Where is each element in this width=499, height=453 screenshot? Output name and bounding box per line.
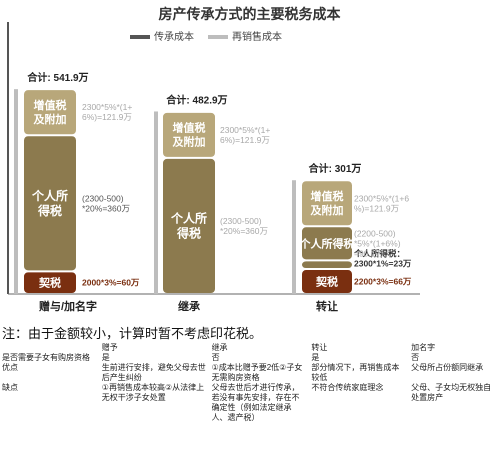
segment-annotation: 2200*3%=66万 bbox=[354, 277, 412, 287]
table-cell: 父母、子女均无权独自处置房产 bbox=[411, 383, 492, 402]
footnote: 注：由于金额较小，计算时暂不考虑印花税。 bbox=[2, 326, 263, 341]
segment-label: 得税 bbox=[37, 203, 62, 218]
bar-segment bbox=[302, 270, 352, 293]
bar-segment bbox=[163, 158, 215, 293]
table-cell: 否 bbox=[411, 353, 420, 362]
segment-annotation: 6%)=121.9万 bbox=[82, 112, 132, 122]
table-cell: 转让 bbox=[311, 343, 328, 352]
segment-annotation: (2200-500) bbox=[354, 228, 396, 238]
legend-label-resale: 再销售成本 bbox=[232, 32, 282, 43]
resale-cost-bar bbox=[154, 111, 158, 294]
segment-label: 及附加 bbox=[173, 135, 206, 149]
legend-swatch-inherit bbox=[130, 35, 150, 40]
table-row: 缺点 ①再销售成本较高②从法律上无权干涉子女处置 父母去世后才进行传承，若没有事先安… bbox=[0, 383, 499, 423]
table-row: 是否需要子女有购房资格 是 否 是 否 bbox=[0, 353, 499, 363]
segment-annotation: 2300*5%*(1+ bbox=[220, 125, 270, 135]
segment-annotation: 2300*5%*(1+ bbox=[82, 102, 132, 112]
segment-annotation: 2300*1%=23万 bbox=[354, 259, 412, 269]
table-header-row: 赠予 继承 转让 加名字 bbox=[0, 343, 499, 353]
chart-legend: 传承成本 再销售成本 bbox=[130, 28, 282, 43]
total-label: 合计: 301万 bbox=[308, 162, 362, 175]
segment-label: 增值税 bbox=[34, 98, 67, 112]
segment-label: 契税 bbox=[38, 276, 61, 290]
bar-segment bbox=[24, 90, 76, 135]
bar-segment bbox=[24, 136, 76, 271]
resale-cost-bar bbox=[292, 180, 296, 294]
table-cell: ①再销售成本较高②从法律上无权干涉子女处置 bbox=[101, 383, 205, 402]
table-cell: 赠予 bbox=[101, 343, 118, 352]
table-cell: 是 bbox=[101, 353, 110, 362]
chart-title: 房产传承方式的主要税务成本 bbox=[158, 6, 341, 22]
bar-segment bbox=[24, 272, 76, 293]
legend-label-inherit: 传承成本 bbox=[154, 32, 194, 43]
category-label: 赠与/加名字 bbox=[39, 299, 97, 313]
table-cell: 优点 bbox=[2, 363, 18, 372]
category-label: 转让 bbox=[316, 299, 338, 313]
bar-segment bbox=[302, 181, 352, 226]
segment-annotation: *20%=360万 bbox=[82, 203, 130, 213]
table-cell: 是否需要子女有购房资格 bbox=[2, 353, 90, 362]
bar-segment bbox=[163, 112, 215, 157]
segment-annotation: %)=121.9万 bbox=[354, 203, 399, 213]
segment-annotation: 个人所得税： bbox=[353, 249, 405, 259]
segment-annotation: 6%)=121.9万 bbox=[220, 135, 270, 145]
legend-item-inherit: 传承成本 bbox=[130, 28, 194, 43]
segment-label: 及附加 bbox=[311, 203, 344, 217]
table-cell: 父母所占份额同继承 bbox=[411, 363, 484, 372]
category-label: 继承 bbox=[178, 299, 201, 313]
table-cell: 缺点 bbox=[2, 383, 18, 392]
table-cell: ①成本比赠予要2低②子女无需购房资格 bbox=[211, 363, 303, 382]
total-label: 合计: 541.9万 bbox=[26, 71, 88, 84]
segment-annotation: 2000*3%=60万 bbox=[82, 278, 140, 288]
segment-label: 个人所得税 bbox=[299, 236, 355, 250]
table-cell: 加名字 bbox=[411, 343, 436, 352]
comparison-table: 赠予 继承 转让 加名字是否需要子女有购房资格 是 否 是 否优点 生前进行安排，避免父母去世后… bbox=[0, 343, 499, 423]
bar-segment bbox=[302, 261, 352, 269]
table-cell: 继承 bbox=[211, 343, 228, 352]
table-cell: 部分情况下，再销售成本较低 bbox=[311, 363, 400, 382]
table-cell: 父母去世后才进行传承，若没有事先安排，存在不确定性（例如法定继承人、遗产税） bbox=[211, 383, 300, 422]
table-row: 优点 生前进行安排，避免父母去世后产生纠纷 ①成本比赠予要2低②子女无需购房资格 部分… bbox=[0, 363, 499, 383]
segment-annotation: *5%*(1+6%) bbox=[354, 238, 401, 248]
table-cell: 否 bbox=[211, 353, 220, 362]
resale-cost-bar bbox=[14, 89, 18, 294]
segment-label: 增值税 bbox=[311, 189, 344, 203]
table-cell: 是 bbox=[311, 353, 320, 362]
segment-label: 增值税 bbox=[173, 121, 206, 135]
segment-label: 契税 bbox=[315, 275, 338, 289]
segment-label: 得税 bbox=[176, 225, 201, 240]
segment-label: 及附加 bbox=[34, 112, 67, 126]
table-cell: 不符合传统家庭理念 bbox=[311, 383, 384, 392]
segment-annotation: (2300-500) bbox=[82, 193, 124, 203]
segment-annotation: =90.1万 bbox=[354, 248, 384, 258]
legend-swatch-resale bbox=[208, 35, 228, 40]
table-cell: 生前进行安排，避免父母去世后产生纠纷 bbox=[101, 363, 206, 382]
segment-annotation: 2300*5%*(1+6 bbox=[354, 193, 409, 203]
table-cell bbox=[0, 343, 100, 353]
bar-segment bbox=[302, 227, 352, 260]
segment-label: 个人所 bbox=[31, 188, 68, 203]
segment-annotation: (2300-500) bbox=[220, 216, 262, 226]
segment-annotation: *20%=360万 bbox=[220, 226, 268, 236]
segment-label: 个人所 bbox=[170, 210, 207, 225]
total-label: 合计: 482.9万 bbox=[165, 93, 227, 106]
legend-item-resale: 再销售成本 bbox=[208, 28, 282, 43]
